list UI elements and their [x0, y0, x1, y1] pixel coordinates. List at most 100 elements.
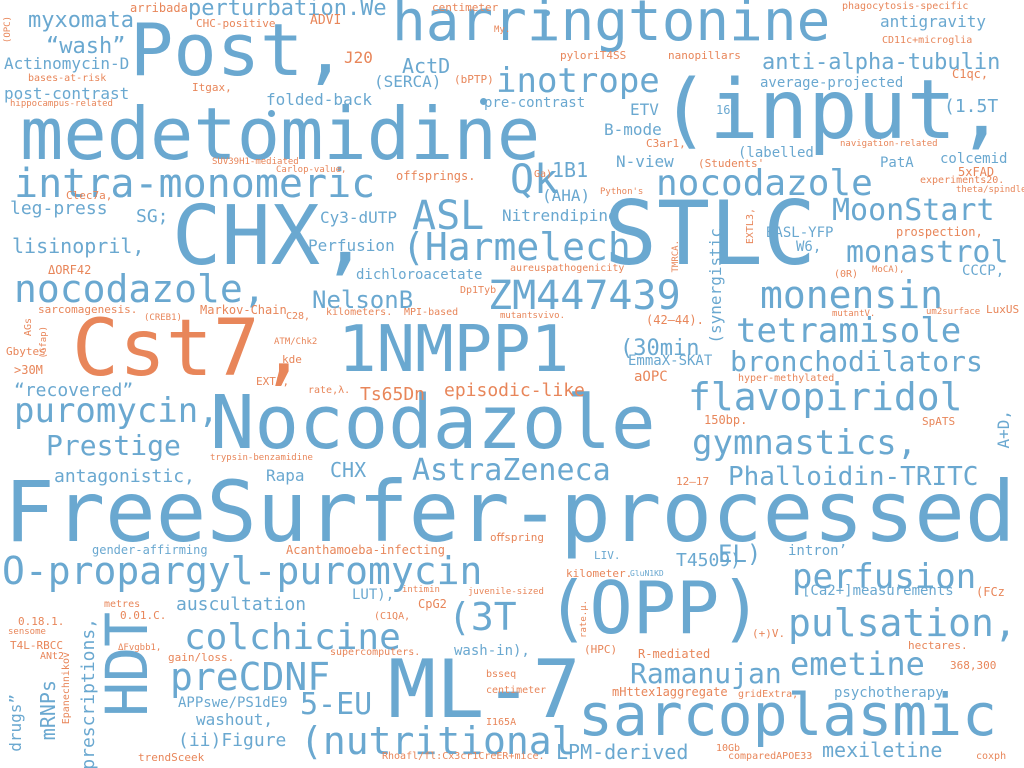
word-chc-positive: CHC-positive — [196, 17, 276, 30]
word-navigation: navigation-related — [840, 139, 938, 149]
word-nview: N-view — [616, 152, 674, 171]
word-luxus: LuxUS — [986, 303, 1020, 316]
word-zm447439: ZM447439 — [488, 273, 681, 319]
word-5xfad: 5xFAD — [958, 165, 995, 179]
word-intra-monomeric: intra-monomeric — [14, 161, 376, 207]
word-aureus: aureuspathogenicity — [510, 263, 625, 274]
word-150bp: 150bp. — [704, 413, 748, 427]
dot — [480, 98, 487, 105]
word-kilometer: kilometer. — [566, 567, 633, 580]
word-nanopillars: nanopillars — [668, 49, 741, 62]
word-16h: 16H — [716, 103, 738, 117]
word-um2: um2surface — [926, 307, 981, 317]
word-dichloroacetate: dichloroacetate — [356, 267, 483, 283]
word-antigravity: antigravity — [880, 12, 986, 31]
word-extl3: EXTL3, — [745, 208, 756, 245]
word-monastrol: monastrol — [846, 235, 1009, 270]
word-sensome: sensome — [8, 627, 46, 637]
word-rapa: Rapa — [266, 466, 305, 485]
word-lut: LUT), — [352, 587, 395, 603]
word-gender: gender-affirming — [92, 543, 208, 557]
word-clec7a: Clec7a, — [66, 189, 113, 202]
word-j20: J20 — [344, 48, 373, 67]
word-lpm: LPM-derived — [556, 740, 689, 764]
word-monensin: monensin — [760, 273, 944, 317]
word-labelled: (labelled — [738, 145, 814, 161]
word-harmelech: (Harmelech — [402, 225, 631, 269]
word-atm: ATM/Chk2 — [274, 337, 318, 347]
word-nelsonb: NelsonB — [312, 286, 414, 314]
word-5-eu: 5-EU — [300, 687, 373, 722]
word-flavopiridol: flavopiridol — [688, 375, 963, 419]
word-moonstart: MoonStart — [832, 193, 995, 228]
word-intron: intron’ — [788, 543, 848, 559]
word-offspring: oﬀspring — [490, 531, 544, 544]
word-emmax: EmmaX-SKAT — [628, 353, 713, 369]
word-chx-small: CHX — [330, 458, 367, 482]
word-glun1kd: GluN1KD — [630, 569, 664, 578]
word-perfusion-caps: Perfusion — [308, 236, 395, 255]
word-itgax: Itgax, — [192, 81, 232, 94]
word-ext1: EXT1, — [256, 375, 290, 388]
word-bsseq: bsseq — [486, 669, 517, 680]
word-ags: AGs — [23, 318, 34, 337]
word-mhttex: mHttex1aggregate — [612, 685, 728, 699]
word-c3ar1: C3ar1, — [646, 137, 686, 150]
word-actinomycin: Actinomycin-D — [4, 54, 130, 73]
word-my: My. — [494, 25, 511, 35]
word-etv: ETV — [630, 100, 659, 119]
word-freesurfer: FreeSurfer-processed — [4, 463, 1016, 561]
word-arribada: arribada — [130, 1, 188, 15]
word-perfusion: perfusion — [792, 557, 977, 597]
word-r-mediated: R-mediated — [638, 647, 711, 661]
word-compared: comparedAPOE33 — [728, 751, 813, 762]
word-offsprings: offsprings. — [396, 169, 476, 183]
word-bmode: B-mode — [604, 120, 662, 139]
word-lisinopril: lisinopril, — [12, 234, 145, 258]
word-spats: SpATS — [922, 415, 956, 428]
word-synergistic: (synergistic — [706, 228, 725, 344]
word-centimeter: centimeter — [432, 1, 499, 14]
word-folded-back: folded-back — [266, 90, 372, 109]
word-opc-small: (OPC) — [3, 16, 13, 44]
word-mrnps: mRNPs — [36, 680, 60, 741]
word-10gb: 10Gb — [716, 743, 741, 754]
word-creb1: (CREB1) — [144, 313, 182, 323]
word-kde: kde — [282, 353, 302, 366]
word-gain-loss: gain/loss. — [168, 651, 235, 664]
word-1nmpp1: 1NMPP1 — [338, 313, 570, 387]
word-bptp: (bPTP) — [454, 73, 494, 86]
word-antagonistic: antagonistic, — [54, 466, 195, 487]
word-001c: 0.01.C. — [120, 609, 167, 622]
word-mutantv: mutantV. — [832, 309, 876, 319]
word-cd11c: CD11c+microglia — [882, 35, 973, 46]
word-hpc: (HPC) — [584, 643, 618, 656]
word-ii-figure: (ii)Figure — [178, 730, 287, 751]
word-t4l: T4L-RBCC — [10, 639, 63, 652]
word-30min: (30min — [620, 336, 700, 361]
word-moca: MoCA), — [872, 265, 905, 275]
word-hdt: HDT — [93, 612, 161, 717]
word-post: Post, — [130, 8, 347, 92]
word-aopc: aOPC — [634, 369, 668, 385]
word-hyper: hyper-methylated — [738, 373, 835, 384]
word-liv: LIV. — [594, 549, 621, 562]
word-auscultation: auscultation — [176, 594, 307, 615]
word-fcz: (FCz — [976, 585, 1005, 599]
word-metres: metres — [104, 599, 141, 610]
word-cccp: CCCP, — [962, 263, 1005, 279]
word-trypsin: trypsin-benzamidine — [210, 453, 313, 463]
word-asl: ASL — [412, 193, 485, 239]
word-acanthamoeba: Acanthamoeba-infecting — [286, 543, 445, 557]
word-c1qa: (C1QA, — [374, 611, 411, 622]
word-bronchodilators: bronchodilators — [730, 345, 983, 378]
word-ant2: ANt2 — [40, 651, 65, 662]
word-wash: “wash” — [46, 34, 126, 59]
word-3t: (3T — [448, 595, 517, 639]
word-el: EL) — [718, 540, 762, 568]
word-pylori: pyloriT4SS — [560, 49, 627, 62]
word-advi: ADVI — [310, 13, 342, 28]
word-astrazeneca: AstraZeneca — [412, 453, 611, 488]
word-trendsceek: trendSceek — [138, 751, 205, 764]
dot — [544, 10, 550, 16]
